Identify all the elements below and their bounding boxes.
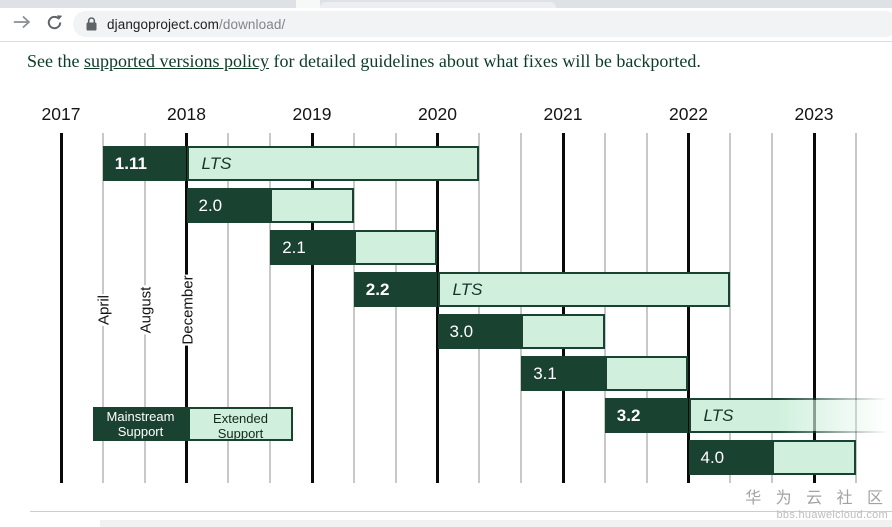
lts-label-2.2: LTS	[452, 279, 483, 299]
gridline-year-2020	[436, 133, 439, 483]
gridline-year-2019	[310, 133, 314, 483]
gridline-year-2021	[561, 133, 565, 483]
version-label-4.0: 4.0	[700, 447, 725, 467]
intro-text-after: for detailed guidelines about what fixes…	[268, 51, 701, 71]
chart-legend: Mainstream Support Extended Support	[93, 407, 293, 441]
lts-label-1.11: LTS	[201, 153, 232, 173]
browser-tab-bar	[0, 0, 892, 8]
version-bar-3.2-extended: LTS	[688, 398, 892, 433]
gridline-minor	[729, 133, 732, 483]
gridline-minor	[771, 133, 774, 483]
version-label-3.0: 3.0	[449, 321, 474, 341]
legend-mainstream-support: Mainstream Support	[93, 407, 188, 441]
forward-arrow-icon	[13, 15, 31, 34]
version-bar-2.0-extended	[270, 188, 354, 223]
year-label-2019: 2019	[292, 104, 332, 124]
version-bar-1.11-extended: LTS	[186, 146, 480, 181]
section-divider	[30, 511, 892, 512]
supported-versions-policy-link[interactable]: supported versions policy	[83, 51, 269, 71]
watermark-title: 华 为 云 社 区	[745, 490, 888, 507]
year-label-2022: 2022	[669, 104, 708, 124]
version-label-2.2: 2.2	[365, 279, 390, 299]
version-label-3.2: 3.2	[616, 405, 641, 425]
url-path: /download/	[219, 16, 286, 32]
year-label-2020: 2020	[418, 104, 457, 124]
gridline-minor	[645, 133, 648, 483]
month-label-december: December	[175, 274, 200, 346]
gridline-minor	[394, 133, 397, 483]
gridline-year-2022	[687, 133, 690, 483]
lts-label-3.2: LTS	[703, 405, 734, 425]
forward-button[interactable]	[8, 8, 36, 41]
version-bar-2.2-mainstream: 2.2	[353, 272, 438, 307]
watermark: 华 为 云 社 区 bbs.huaweicloud.com	[745, 484, 888, 521]
version-bar-3.0-mainstream: 3.0	[437, 314, 522, 349]
gridline-minor	[854, 133, 857, 483]
version-label-2.0: 2.0	[198, 195, 223, 215]
version-label-2.1: 2.1	[282, 237, 306, 257]
version-label-1.11: 1.11	[114, 153, 147, 173]
version-bar-2.0-mainstream: 2.0	[186, 188, 271, 223]
gridline-minor	[603, 133, 606, 483]
url-domain: djangoproject.com	[107, 16, 220, 32]
url-text: djangoproject.com/download/	[107, 17, 285, 32]
year-label-2018: 2018	[167, 104, 206, 124]
version-bar-2.2-extended: LTS	[437, 272, 731, 307]
month-label-august: August	[133, 285, 159, 335]
version-bar-1.11-mainstream: 1.11	[102, 146, 187, 181]
browser-toolbar: djangoproject.com/download/	[0, 8, 892, 42]
next-section-edge	[100, 520, 892, 527]
intro-text-before: See the	[27, 51, 84, 71]
version-label-3.1: 3.1	[533, 363, 557, 383]
gridline-year-2017	[59, 133, 63, 483]
gridline-minor	[352, 133, 355, 483]
version-bar-3.0-extended	[521, 314, 605, 349]
address-bar[interactable]: djangoproject.com/download/	[73, 11, 892, 37]
reload-button[interactable]	[40, 8, 68, 41]
version-bar-4.0-mainstream: 4.0	[688, 440, 773, 475]
month-label-april: April	[91, 293, 117, 327]
version-bar-2.1-extended	[353, 230, 438, 265]
gridline-minor	[520, 133, 523, 483]
watermark-subtitle: bbs.huaweicloud.com	[776, 509, 888, 521]
tab-separator	[296, 0, 320, 8]
year-label-2023: 2023	[794, 104, 834, 124]
version-bar-4.0-extended	[772, 440, 856, 475]
gridline-minor	[269, 133, 272, 483]
gridline-minor	[227, 133, 230, 483]
gridline-minor	[478, 133, 481, 483]
legend-extended-support: Extended Support	[188, 407, 293, 441]
version-bar-3.1-extended	[604, 356, 689, 391]
gridline-year-2023	[812, 133, 816, 483]
year-label-2021: 2021	[543, 104, 583, 124]
reload-icon	[46, 14, 63, 36]
intro-paragraph: See the supported versions policy for de…	[27, 48, 867, 74]
version-bar-3.1-mainstream: 3.1	[521, 356, 605, 391]
version-bar-3.2-mainstream: 3.2	[604, 398, 689, 433]
version-bar-2.1-mainstream: 2.1	[270, 230, 354, 265]
browser-tab[interactable]	[320, 2, 556, 8]
lock-icon	[86, 17, 97, 31]
year-label-2017: 2017	[41, 104, 81, 124]
